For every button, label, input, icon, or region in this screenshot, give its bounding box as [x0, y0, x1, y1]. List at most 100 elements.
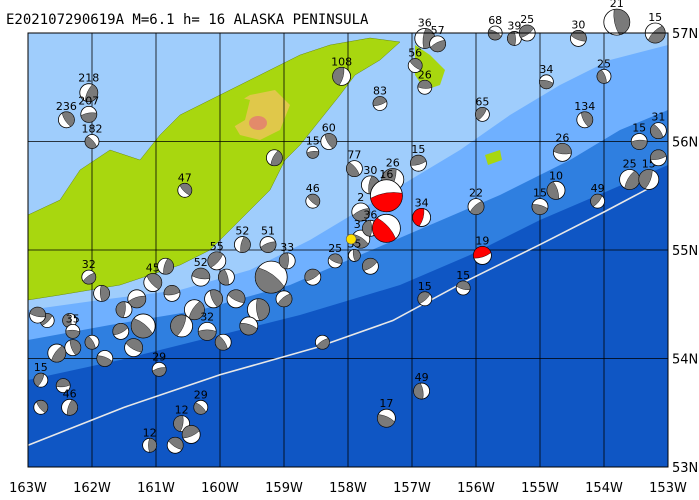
longitude-tick-label: 155W [521, 481, 559, 496]
focal-mechanism-beachball [246, 298, 270, 322]
main-event-layer: 16 34 19 [369, 168, 492, 265]
depth-label: 49 [591, 182, 605, 195]
depth-label: 19 [475, 234, 489, 247]
focal-mechanism-beachball [58, 111, 75, 129]
focal-mechanism-beachball [539, 74, 554, 90]
latitude-ticks: 57N 56N 55N 54N 53N [672, 27, 698, 476]
focal-mechanism-beachball [372, 96, 388, 111]
depth-label: 45 [146, 262, 160, 275]
focal-mechanism-beachball [638, 169, 660, 190]
focal-mechanism-beachball [124, 338, 144, 358]
focal-mechanism-beachball [429, 35, 447, 53]
focal-mechanism-beachball [630, 133, 648, 150]
focal-mechanism-beachball [596, 69, 612, 84]
depth-label: 36 [418, 16, 432, 29]
focal-mechanism-beachball [112, 322, 130, 340]
focal-mechanism-beachball [265, 149, 283, 167]
focal-mechanism-beachball [531, 198, 549, 216]
focal-mechanism-beachball [603, 8, 631, 36]
longitude-tick-label: 154W [585, 481, 623, 496]
focal-mechanism-beachball [191, 267, 211, 287]
depth-label: 31 [651, 111, 665, 124]
focal-mechanism-beachball [332, 67, 352, 86]
focal-mechanism-beachball [278, 252, 296, 270]
focal-mechanism-beachball [417, 291, 433, 307]
depth-label: 46 [63, 387, 77, 400]
focal-mechanism-beachball [81, 269, 97, 285]
depth-label: 207 [78, 94, 99, 107]
focal-mechanism-beachball [33, 372, 49, 388]
epicenter-layer [345, 233, 357, 245]
focal-mechanism-beachball [304, 268, 322, 286]
longitude-tick-label: 158W [329, 481, 367, 496]
focal-mechanism-beachball [474, 106, 490, 122]
focal-mechanism-beachball [55, 378, 71, 394]
focal-mechanism-beachball [127, 289, 147, 309]
epicenter-marker [345, 233, 357, 245]
depth-label: 39 [507, 19, 521, 32]
map-border [27, 32, 669, 468]
depth-label: 15 [533, 187, 547, 200]
depth-label: 33 [280, 241, 294, 254]
longitude-tick-label: 162W [73, 481, 111, 496]
depth-label: 25 [623, 157, 637, 170]
focal-mechanism-beachball [619, 169, 640, 190]
focal-mechanism-beachball [96, 350, 114, 367]
depth-label: 25 [328, 242, 342, 255]
depth-label: 29 [152, 350, 166, 363]
focal-mechanism-beachball [455, 280, 471, 296]
focal-mechanism-beachball [177, 182, 193, 198]
depth-label: 21 [610, 0, 624, 10]
island-chain [415, 45, 445, 90]
focal-mechanism-beachball [170, 314, 194, 338]
focal-mechanism-beachball [79, 83, 99, 103]
focal-mechanism-beachball [590, 193, 605, 209]
focal-mechanism-beachball [407, 58, 423, 73]
focal-mechanism-beachball [157, 257, 175, 275]
depth-label: 49 [415, 371, 429, 384]
focal-mechanism-beachball [163, 284, 181, 302]
main-event-beachball [369, 179, 403, 213]
focal-mechanism-beachball [151, 361, 167, 377]
depth-label: 52 [235, 225, 249, 238]
depth-label: 218 [78, 72, 99, 85]
focal-mechanism-beachball [650, 122, 667, 140]
depth-label: 30 [363, 164, 377, 177]
longitude-ticks: 163W 162W 161W 160W 159W 158W 157W 156W 155W 154W… [9, 481, 687, 496]
depth-label: 16 [379, 168, 393, 181]
depth-label: 56 [408, 47, 422, 60]
depth-label: 35 [66, 312, 80, 325]
focal-mechanism-beachball [306, 145, 320, 159]
focal-mechanism-beachball [33, 399, 49, 415]
small-island [485, 150, 502, 165]
depth-label: 15 [411, 143, 425, 156]
focal-mechanism-beachball [345, 160, 363, 178]
depth-label: 30 [571, 18, 585, 31]
latitude-tick-label: 56N [672, 136, 698, 151]
focal-mechanism-beachball [254, 260, 288, 294]
focal-mechanism-beachball [347, 249, 361, 262]
depth-label: 55 [210, 240, 224, 253]
focal-mechanism-beachball [314, 334, 330, 350]
depth-label: 77 [347, 149, 361, 162]
focal-mechanism-beachball [467, 198, 485, 216]
focal-mechanism-beachball [143, 273, 163, 292]
trench-line [27, 184, 656, 447]
depth-label: 15 [632, 122, 646, 135]
depth-label: 26 [555, 131, 569, 144]
depth-label: 83 [373, 85, 387, 98]
depth-label: 60 [322, 122, 336, 135]
longitude-tick-label: 161W [137, 481, 175, 496]
depth-label: 57 [431, 24, 445, 37]
depth-label: 17 [379, 397, 393, 410]
focal-mechanism-beachball [214, 333, 232, 351]
depth-label: 52 [194, 256, 208, 269]
depth-label: 32 [200, 310, 214, 323]
depth-label: 15 [648, 11, 662, 24]
depth-label: 65 [475, 95, 489, 108]
depth-label: 51 [261, 225, 275, 238]
focal-mechanism-beachball [351, 202, 371, 222]
depth-label: 68 [488, 14, 502, 27]
focal-mechanism-beachball [193, 399, 209, 415]
